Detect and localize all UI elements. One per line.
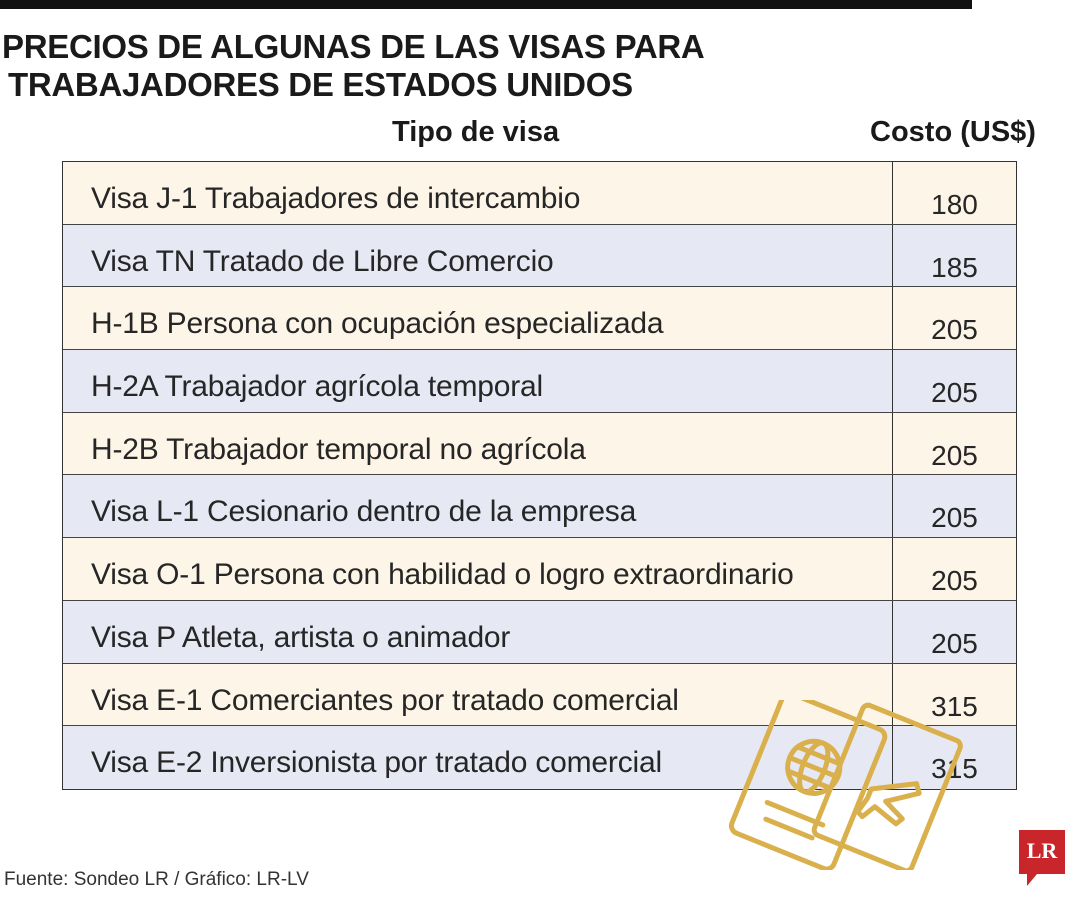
table-row: Visa TN Tratado de Libre Comercio 185 (63, 224, 1016, 288)
visa-type-cell: Visa L-1 Cesionario dentro de la empresa (63, 475, 893, 538)
table-row: Visa J-1 Trabajadores de intercambio 180 (63, 162, 1016, 225)
visa-cost-cell: 180 (931, 189, 978, 220)
chart-title: PRECIOS DE ALGUNAS DE LAS VISAS PARA TRA… (2, 28, 705, 104)
visa-type-cell: Visa O-1 Persona con habilidad o logro e… (63, 538, 893, 600)
passport-icon (728, 700, 963, 870)
visa-type-cell: Visa E-2 Inversionista por tratado comer… (63, 726, 893, 789)
top-rule (0, 0, 972, 9)
visa-cost-cell: 205 (931, 377, 978, 409)
table-row: Visa P Atleta, artista o animador 205 (63, 600, 1016, 664)
visa-cost-cell: 185 (931, 251, 978, 283)
table-row: Visa E-1 Comerciantes por tratado comerc… (63, 663, 1016, 727)
table-row: Visa L-1 Cesionario dentro de la empresa… (63, 475, 1016, 539)
lr-logo: LR (1019, 830, 1065, 888)
column-header-type: Tipo de visa (392, 116, 560, 148)
table-row: Visa O-1 Persona con habilidad o logro e… (63, 538, 1016, 601)
visa-type-cell: Visa TN Tratado de Libre Comercio (63, 224, 893, 287)
visa-price-table: Visa J-1 Trabajadores de intercambio 180 V… (62, 161, 1017, 790)
visa-cost-cell: 205 (931, 565, 978, 597)
visa-type-cell: Visa E-1 Comerciantes por tratado comerc… (63, 663, 893, 726)
logo-text: LR (1026, 838, 1058, 863)
visa-type-cell: H-1B Persona con ocupación especializada (63, 287, 893, 350)
visa-type-cell: Visa P Atleta, artista o animador (63, 600, 893, 663)
table-row: H-2B Trabajador temporal no agrícola 205 (63, 412, 1016, 476)
visa-cost-cell: 205 (931, 627, 978, 659)
visa-type-cell: H-2A Trabajador agrícola temporal (63, 350, 893, 412)
visa-cost-cell: 205 (931, 439, 978, 471)
visa-type-cell: Visa J-1 Trabajadores de intercambio (63, 162, 893, 224)
visa-cost-cell: 315 (931, 690, 978, 722)
table-row: H-2A Trabajador agrícola temporal 205 (63, 350, 1016, 413)
table-row: Visa E-2 Inversionista por tratado comer… (63, 726, 1016, 789)
column-header-cost: Costo (US$) (870, 116, 1036, 148)
visa-type-cell: H-2B Trabajador temporal no agrícola (63, 412, 893, 475)
visa-cost-cell: 205 (931, 314, 978, 346)
title-line-2: TRABAJADORES DE ESTADOS UNIDOS (8, 66, 633, 103)
source-note: Fuente: Sondeo LR / Gráfico: LR-LV (4, 869, 309, 890)
logo-flag-shape (1019, 830, 1065, 886)
visa-cost-cell: 205 (931, 502, 978, 534)
table-row: H-1B Persona con ocupación especializada… (63, 287, 1016, 351)
title-line-1: PRECIOS DE ALGUNAS DE LAS VISAS PARA (2, 28, 705, 65)
